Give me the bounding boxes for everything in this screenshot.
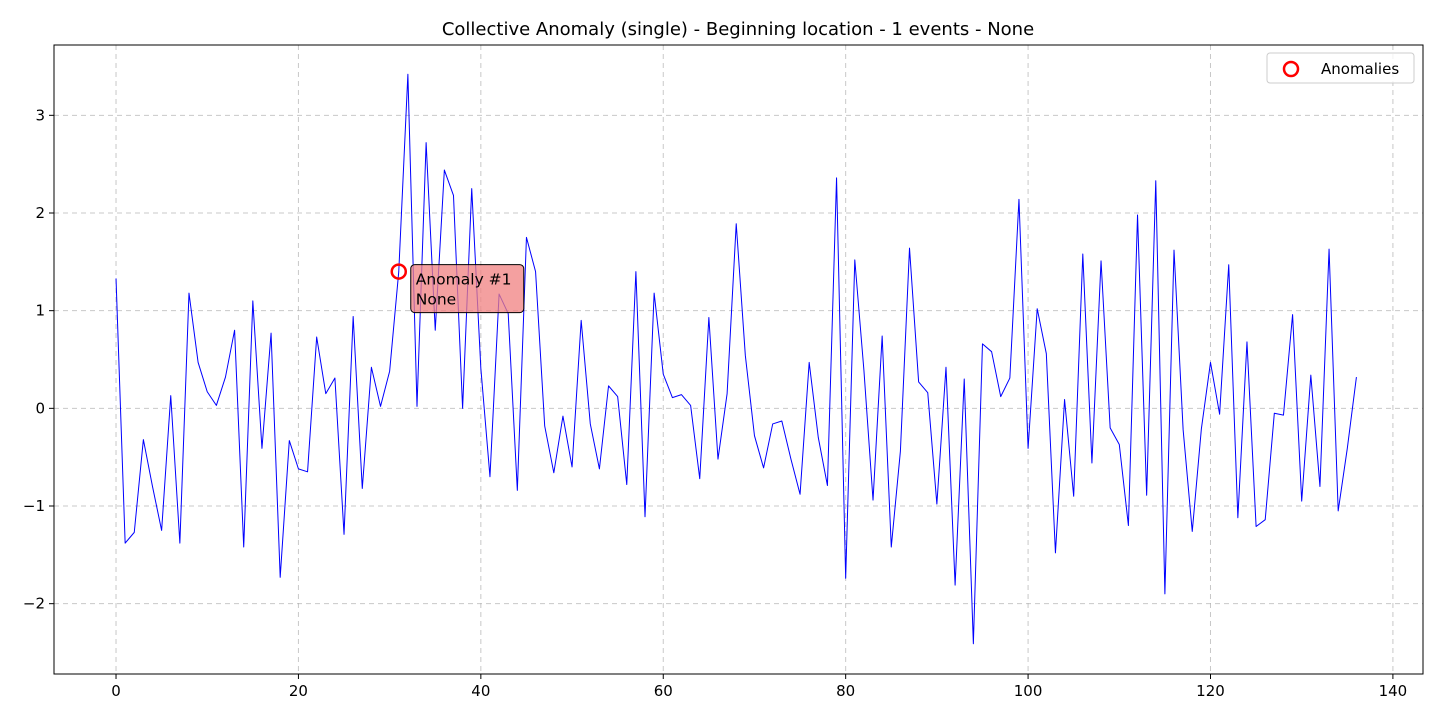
x-tick-label: 100 (1014, 682, 1043, 700)
anomaly-layer: Anomaly #1 None (390, 263, 525, 314)
x-tick-label: 80 (836, 682, 855, 700)
y-tick-label: 0 (35, 399, 45, 417)
legend-frame (1266, 52, 1415, 84)
axes (49, 44, 1424, 679)
legend-anomalies-label: Anomalies (1321, 60, 1399, 78)
x-tick-label: 40 (471, 682, 490, 700)
y-tick-label: 1 (35, 302, 45, 320)
x-tick-label: 120 (1196, 682, 1225, 700)
y-tick-label: −1 (23, 497, 45, 515)
anomaly-annotation-title: Anomaly #1 (416, 271, 512, 289)
x-tick-label: 0 (111, 682, 121, 700)
y-tick-label: 3 (35, 106, 45, 124)
x-tick-label: 60 (654, 682, 673, 700)
tick-labels: 0 20 40 60 80 100 120 140 −2 −1 0 1 2 3 (23, 106, 1407, 700)
grid-lines (54, 45, 1423, 674)
legend: Anomalies (1266, 52, 1415, 84)
x-tick-label: 20 (289, 682, 308, 700)
anomaly-annotation-detail: None (416, 291, 456, 309)
axes-frame (53, 44, 1424, 675)
y-tick-label: −2 (23, 595, 45, 613)
series-layer (115, 73, 1357, 645)
anomaly-annotation-box (410, 264, 525, 314)
series-line (115, 73, 1357, 645)
y-tick-label: 2 (35, 204, 45, 222)
anomaly-marker (390, 263, 408, 280)
x-tick-label: 140 (1379, 682, 1408, 700)
legend-anomaly-marker (1282, 60, 1300, 78)
chart-title: Collective Anomaly (single) - Beginning … (442, 19, 1034, 40)
